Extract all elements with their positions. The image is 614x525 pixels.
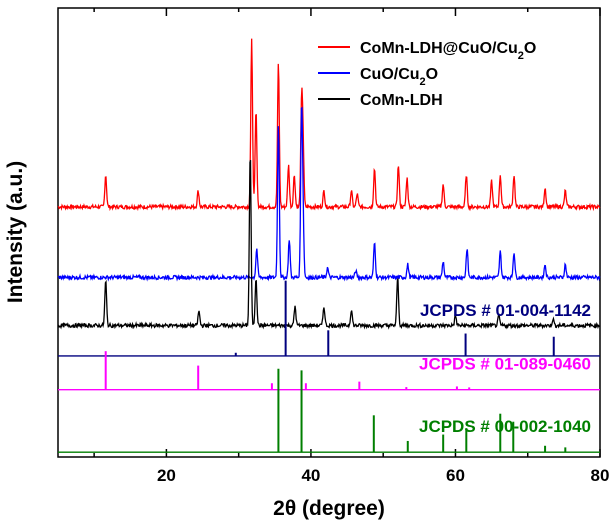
x-tick-label: 20 bbox=[157, 466, 176, 485]
x-tick-label: 80 bbox=[591, 466, 610, 485]
x-axis-title: 2θ (degree) bbox=[273, 497, 385, 520]
y-axis-title: Intensity (a.u.) bbox=[4, 161, 27, 303]
legend-entry-2: CoMn-LDH bbox=[360, 92, 443, 109]
legend-entry-1: CuO/Cu2O bbox=[360, 66, 438, 88]
x-tick-label: 40 bbox=[301, 466, 320, 485]
reference-label-4: JCPDS # 01-089-0460 bbox=[419, 355, 591, 374]
x-tick-label: 60 bbox=[446, 466, 465, 485]
series-line-1 bbox=[57, 106, 601, 282]
reference-labels: JCPDS # 01-004-1142 JCPDS # 01-089-0460 JC… bbox=[419, 301, 591, 436]
series-line-2 bbox=[57, 159, 600, 330]
series-line-0 bbox=[57, 38, 601, 212]
reference-label-5: JCPDS # 00-002-1040 bbox=[419, 417, 591, 436]
legend-entry-0: CoMn-LDH@CuO/Cu2O bbox=[360, 40, 536, 62]
reference-label-3: JCPDS # 01-004-1142 bbox=[420, 301, 591, 320]
series-layer bbox=[57, 38, 601, 453]
plot-frame bbox=[57, 7, 601, 458]
legend: CoMn-LDH@CuO/Cu2O CuO/Cu2O CoMn-LDH bbox=[318, 40, 536, 109]
x-axis-ticks: 20 40 60 80 bbox=[93, 8, 610, 485]
